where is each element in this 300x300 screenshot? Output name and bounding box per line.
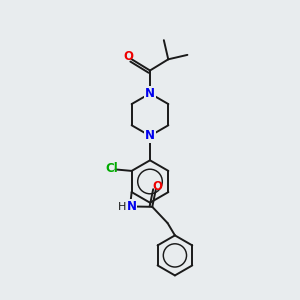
Text: H: H bbox=[118, 202, 126, 212]
Text: N: N bbox=[145, 129, 155, 142]
Text: N: N bbox=[127, 200, 136, 213]
Text: N: N bbox=[145, 87, 155, 100]
Text: Cl: Cl bbox=[106, 162, 118, 175]
Text: O: O bbox=[152, 180, 162, 193]
Text: O: O bbox=[123, 50, 133, 64]
